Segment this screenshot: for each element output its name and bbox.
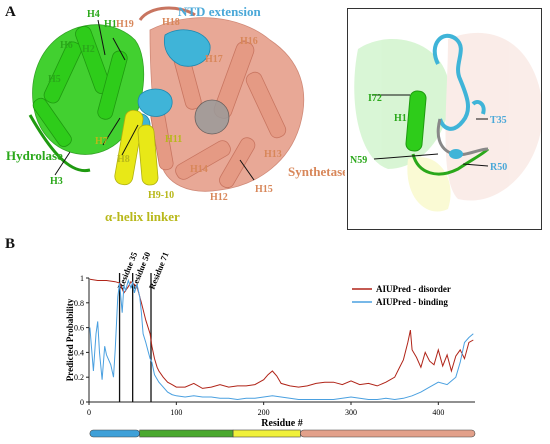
y-tick-label: 0.4 (74, 348, 84, 357)
y-tick-label: 0.2 (74, 373, 84, 382)
disorder-binding-chart: 0 100 200 300 400 0 0.2 0.4 0.6 0.8 1 Residue # Pred… (65, 252, 476, 438)
helix-h7: H7 (95, 136, 108, 147)
helix-h5: H5 (48, 74, 61, 85)
x-tick-label: 100 (170, 408, 182, 417)
helix-h2: H2 (82, 44, 95, 55)
inset-i72-label: I72 (368, 93, 382, 104)
ntd-extension-label: NTD extension (178, 4, 261, 19)
x-axis-label: Residue # (261, 418, 302, 429)
x-tick-label: 300 (345, 408, 357, 417)
y-axis-label: Predicted Probability (65, 298, 75, 381)
inset-zoom-panel: I72 H1 N59 T35 R50 (347, 8, 542, 230)
helix-h16: H16 (240, 36, 258, 47)
linker-label: α-helix linker (105, 209, 180, 224)
helix-h9-10: H9-10 (148, 190, 174, 201)
y-tick-label: 0.8 (74, 299, 84, 308)
domain-bar-segment (300, 429, 476, 438)
helix-h1: H1 (104, 19, 117, 30)
inset-t35-label: T35 (490, 115, 507, 126)
legend-entry: AIUPred - binding (376, 297, 448, 307)
helix-h6: H6 (60, 40, 73, 51)
inset-n59-label: N59 (350, 155, 367, 166)
series-lines (89, 278, 474, 401)
domain-bar (89, 429, 476, 438)
panel-b-letter: B (5, 236, 16, 252)
helix-h13: H13 (264, 149, 282, 160)
hydrolase-label: Hydrolase (6, 148, 63, 163)
domain-bar-segment (232, 429, 301, 438)
y-tick-label: 0.6 (74, 324, 84, 333)
helix-h19: H19 (116, 19, 134, 30)
leader-lines (54, 19, 255, 181)
y-tick-label: 0 (80, 398, 84, 407)
helix-h14: H14 (190, 164, 208, 175)
helix-h17: H17 (205, 54, 223, 65)
domain-bar-segment (89, 429, 140, 438)
inset-r50-label: R50 (490, 162, 507, 173)
helix-h11: H11 (165, 134, 182, 145)
hydrolase-domain (28, 24, 145, 173)
helix-h4: H4 (87, 9, 100, 20)
panel-a-letter: A (5, 4, 16, 20)
x-tick-label: 400 (432, 408, 444, 417)
chart-axes: 0 100 200 300 400 0 0.2 0.4 0.6 0.8 1 Residue # Pred… (65, 274, 475, 429)
x-tick-label: 200 (258, 408, 270, 417)
helix-h8: H8 (117, 154, 130, 165)
inset-figure: I72 H1 N59 T35 R50 (350, 32, 541, 212)
helix-labels: H4 H1 H19 H6 H2 H5 H7 H8 H3 H9-10 H11 H1… (48, 9, 282, 203)
x-tick-label: 0 (87, 408, 91, 417)
series-line (89, 278, 474, 401)
chart-legend: AIUPred - disorder AIUPred - binding (352, 284, 451, 307)
protein-structure-figure: NTD extension Hydrolase Synthetase α-hel… (6, 4, 345, 224)
synthetase-label: Synthetase (288, 164, 345, 179)
helix-h15: H15 (255, 184, 273, 195)
helix-h12: H12 (210, 192, 228, 203)
series-line (89, 278, 474, 389)
helix-h18: H18 (162, 17, 180, 28)
inset-h1-label: H1 (394, 113, 407, 124)
y-tick-label: 1 (80, 274, 84, 283)
helix-h3: H3 (50, 176, 63, 187)
ligand-sphere (194, 99, 230, 135)
legend-entry: AIUPred - disorder (376, 284, 451, 294)
domain-bar-segment (139, 429, 234, 438)
